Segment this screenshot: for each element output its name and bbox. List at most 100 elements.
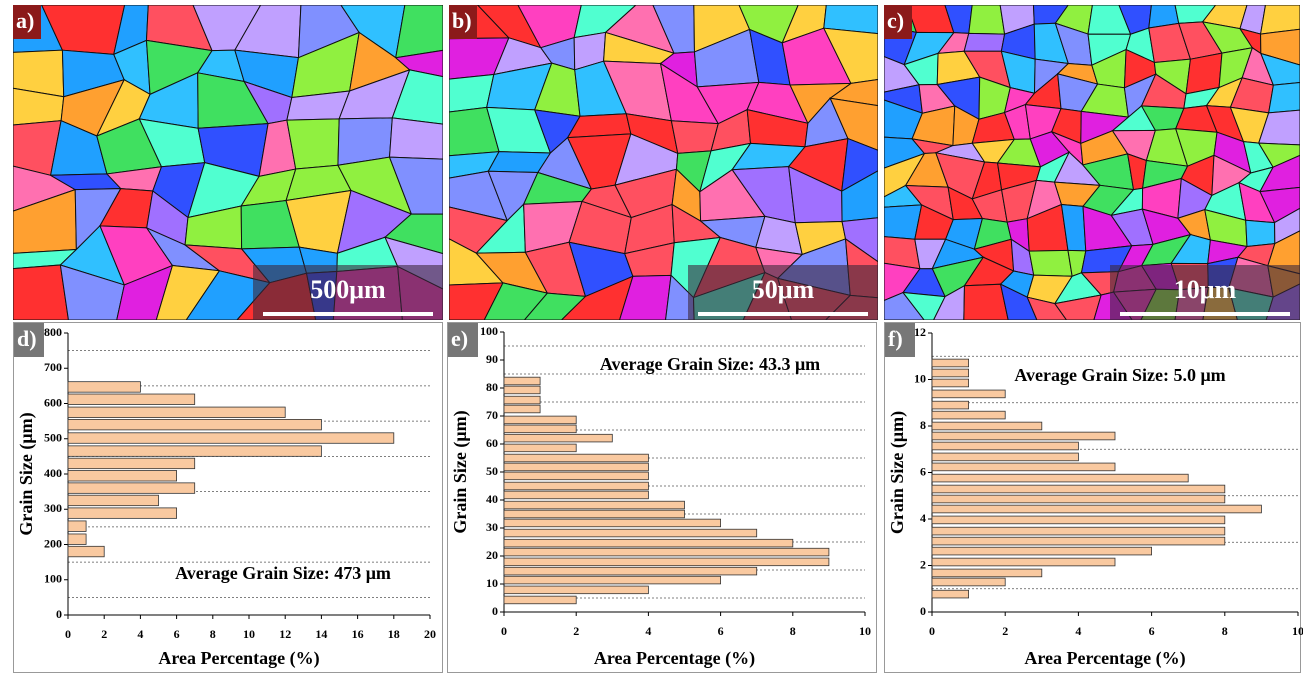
y-tick-label: 0 [920,604,926,618]
bar [503,481,649,491]
grain [394,49,443,78]
grain [449,282,504,320]
y-tick-label: 4 [920,511,926,525]
grain [828,79,878,107]
grain [1028,249,1073,277]
y-tick-label: 400 [44,466,62,480]
x-tick-label: 8 [210,627,216,641]
grain [968,5,1006,35]
bar [931,494,1226,504]
bar [67,507,177,519]
grain [384,213,443,255]
bar [503,566,758,576]
bar [931,400,969,410]
bar [931,526,1226,536]
grain [286,118,340,170]
x-tick-label: 4 [1075,624,1081,638]
grain [963,32,1006,52]
bar [931,577,1006,587]
y-axis-label: Grain Size (μm) [887,411,908,534]
bar [503,518,722,528]
bar [67,445,322,457]
panel-border [447,322,877,673]
bar [503,528,758,538]
y-tick-label: 300 [44,501,62,515]
grain [933,284,965,320]
y-tick-label: 8 [920,418,926,432]
grain [665,274,695,320]
bar [503,471,649,481]
bar [931,358,969,368]
grain [1260,52,1300,86]
grain [999,283,1038,320]
bar [67,432,395,444]
grain [1258,109,1300,146]
x-tick-label: 8 [790,624,796,638]
bar [931,589,969,599]
panel-label-bg [449,5,477,39]
bar [67,419,322,431]
panel-label-bg [884,5,912,39]
y-tick-label: 50 [486,464,498,478]
bar [931,378,969,388]
panel-label: f) [888,326,903,351]
y-tick-label: 0 [56,607,62,621]
grain [884,291,925,320]
panel-label-bg [14,323,44,357]
bar [503,585,649,595]
grain [1274,207,1300,245]
x-tick-label: 10 [1292,624,1303,638]
y-tick-label: 800 [44,325,62,339]
bar [503,385,541,395]
panel-border [13,322,443,673]
scale-bar-label: 50μm [752,275,815,304]
y-tick-label: 200 [44,536,62,550]
grain [829,97,878,151]
annotation: Average Grain Size: 43.3 μm [600,354,820,374]
grain [841,170,878,223]
y-tick-label: 20 [486,548,498,562]
bar [931,452,1079,462]
grain [822,27,878,84]
scale-bar-bg [253,265,443,320]
panel-label: c) [887,8,904,33]
y-tick-label: 10 [914,371,926,385]
bar [503,575,722,585]
grain [59,264,125,320]
x-tick-label: 2 [101,627,107,641]
x-tick-label: 6 [1149,624,1155,638]
x-tick-label: 0 [929,624,935,638]
x-tick-label: 2 [1002,624,1008,638]
bar [931,421,1043,431]
x-tick-label: 6 [718,624,724,638]
y-tick-label: 90 [486,352,498,366]
grain [619,274,672,320]
y-tick-label: 10 [486,576,498,590]
bar [503,557,830,567]
x-tick-label: 4 [645,624,651,638]
y-tick-label: 100 [480,324,498,338]
bar [931,557,1116,567]
bar [67,393,196,405]
panel-label: a) [16,8,34,33]
x-tick-label: 0 [65,627,71,641]
grain [1259,5,1300,35]
grain [155,264,221,320]
scale-bar-bg [688,265,878,320]
y-tick-label: 0 [492,604,498,618]
grain [1257,142,1300,168]
bar [67,494,159,507]
bar [67,533,87,545]
scale-bar-label: 10μm [1174,275,1237,304]
bar [503,395,541,405]
bar [931,546,1153,556]
grain [963,283,1009,320]
bar [67,470,177,482]
grain [13,264,69,320]
grain [841,137,878,193]
grain [523,292,587,320]
bar [503,490,649,500]
bar [503,547,830,557]
bar [931,484,1226,494]
bar [931,441,1079,451]
